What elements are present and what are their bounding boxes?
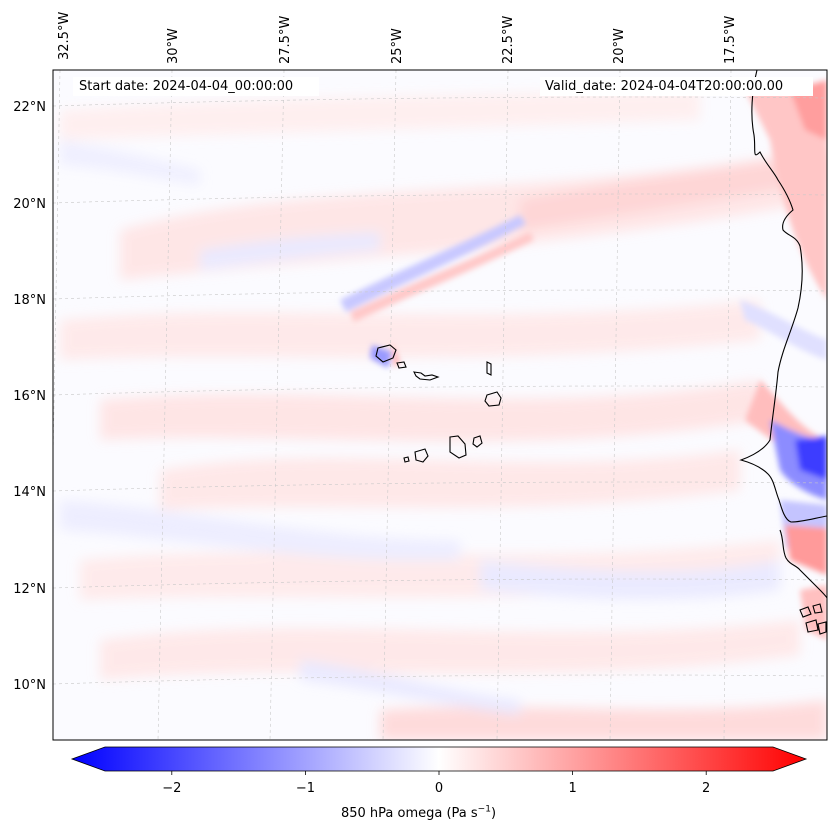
cape-verde-santiago	[449, 435, 467, 459]
lon-label: 20°W	[612, 28, 627, 64]
lat-label: 16°N	[13, 389, 46, 404]
gridlines	[53, 70, 827, 740]
lon-label: 32.5°W	[57, 12, 72, 60]
cape-verde-sal	[486, 361, 492, 376]
colorbar-label-main: 850 hPa omega (Pa s	[340, 806, 478, 821]
lat-label: 12°N	[13, 582, 46, 597]
map-frame	[52, 69, 828, 741]
colorbar-label: 850 hPa omega (Pa s−1)	[0, 804, 837, 821]
colorbar-tick-label: 2	[702, 781, 710, 796]
lon-label: 27.5°W	[278, 16, 293, 64]
coastlines	[375, 70, 827, 635]
cape-verde-fogo	[414, 448, 429, 463]
africa-coastline-south	[779, 529, 827, 599]
colorbar-body	[70, 746, 808, 772]
cape-verde-sao-nicolau	[413, 371, 440, 381]
cape-verde-maio	[472, 435, 483, 448]
lon-label: 17.5°W	[723, 16, 738, 64]
colorbar-tick-label: 0	[435, 781, 443, 796]
cape-verde-brava	[403, 456, 410, 463]
cape-verde-sao-vicente	[396, 361, 407, 369]
lat-label: 18°N	[13, 293, 46, 308]
omega-field	[60, 80, 827, 740]
lon-label: 30°W	[166, 28, 181, 64]
lat-label: 22°N	[13, 100, 46, 115]
lon-label: 22.5°W	[501, 16, 516, 64]
start-date-label: Start date: 2024-04-04_00:00:00	[73, 77, 319, 96]
colorbar: −2 −1 0 1 2	[70, 746, 808, 796]
colorbar-tick-label: −1	[296, 781, 315, 796]
colorbar-label-exponent: −1	[477, 804, 491, 815]
lat-label: 14°N	[13, 485, 46, 500]
valid-date-label: Valid_date: 2024-04-04T20:00:00.00	[540, 77, 813, 96]
latitude-labels: 22°N 20°N 18°N 16°N 14°N 12°N 10°N	[13, 100, 46, 693]
lon-label: 25°W	[390, 28, 405, 64]
colorbar-tick-label: 1	[568, 781, 576, 796]
cape-verde-boa-vista	[484, 391, 502, 407]
cape-verde-santo-antao	[375, 344, 397, 363]
colorbar-tick-label: −2	[162, 781, 181, 796]
lat-label: 20°N	[13, 197, 46, 212]
bijagos-islands	[799, 603, 827, 635]
colorbar-label-close: )	[490, 806, 497, 821]
africa-coastline	[739, 70, 827, 523]
lat-label: 10°N	[13, 678, 46, 693]
longitude-labels: 32.5°W 30°W 27.5°W 25°W 22.5°W 20°W 17.5…	[57, 12, 738, 64]
